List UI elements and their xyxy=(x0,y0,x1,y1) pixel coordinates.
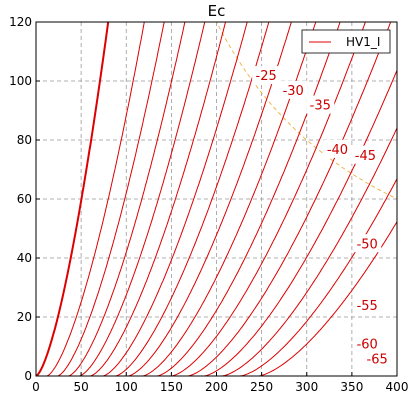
curve-label: -55 xyxy=(357,299,378,314)
dissipation-curve xyxy=(215,22,397,200)
curve-label: -25 xyxy=(256,69,277,84)
plate-curve xyxy=(257,221,397,376)
y-tick-label: 60 xyxy=(17,192,32,206)
curve-label-layer: -25 -30 -35 -40 -45 -50 -55 -60-65 xyxy=(252,66,392,368)
curve-label: -45 xyxy=(355,149,376,164)
x-tick-label: 200 xyxy=(205,380,228,394)
x-tick-label: 250 xyxy=(250,380,273,394)
x-tick-label: 400 xyxy=(386,380,409,394)
y-tick-label: 100 xyxy=(9,74,32,88)
chart-title: Ec xyxy=(208,2,226,20)
plate-curve xyxy=(221,127,397,376)
curve-label-background xyxy=(252,66,281,85)
plate-curve xyxy=(102,22,248,376)
plate-curve xyxy=(115,22,270,376)
curve-label-background xyxy=(363,349,392,368)
plate-curve xyxy=(90,22,226,376)
plate-curve xyxy=(46,22,145,376)
y-tick-label: 40 xyxy=(17,251,32,265)
curve-label: -60 xyxy=(357,338,378,353)
curve-label: -65 xyxy=(367,352,388,367)
curve-label-background xyxy=(351,145,380,164)
plate-curve-zero-bias xyxy=(36,22,110,376)
plate-curve xyxy=(239,178,397,376)
plate-curve xyxy=(57,22,165,376)
curve-label: -35 xyxy=(310,99,331,114)
plate-curve xyxy=(203,70,397,376)
dissipation-layer xyxy=(215,22,397,200)
curve-label: -50 xyxy=(357,237,378,252)
curve-label-background xyxy=(279,80,308,99)
legend-box xyxy=(301,29,391,54)
x-tick-label: 300 xyxy=(295,380,318,394)
y-tick-label: 20 xyxy=(17,310,32,324)
x-tick-label: 150 xyxy=(160,380,183,394)
curve-label-background xyxy=(353,234,382,253)
curve-label: -30 xyxy=(283,84,304,99)
x-tick-label: 350 xyxy=(340,380,363,394)
curve-label-background xyxy=(306,95,335,114)
y-tick-label: 0 xyxy=(24,369,32,383)
x-tick-label: 50 xyxy=(73,380,88,394)
plate-curve xyxy=(142,22,317,376)
plate-curve xyxy=(187,22,392,376)
curve-label-background xyxy=(353,334,382,353)
y-tick-label: 80 xyxy=(17,133,32,147)
x-tick-label: 0 xyxy=(32,380,40,394)
legend: HV1_I xyxy=(301,29,391,54)
curve-label-background xyxy=(323,139,352,158)
curve-label-background xyxy=(353,296,382,315)
curve-label: -40 xyxy=(327,143,348,158)
legend-entry-label: HV1_I xyxy=(346,35,380,49)
plate-curve xyxy=(127,22,292,376)
plate-curve xyxy=(79,22,206,376)
y-tick-label: 120 xyxy=(9,15,32,29)
plate-curve xyxy=(68,22,186,376)
tick-layer: 0 50 100 150 200 250 300 350 400 0 20 40 60 80 100 120 xyxy=(9,15,408,394)
x-tick-label: 100 xyxy=(115,380,138,394)
